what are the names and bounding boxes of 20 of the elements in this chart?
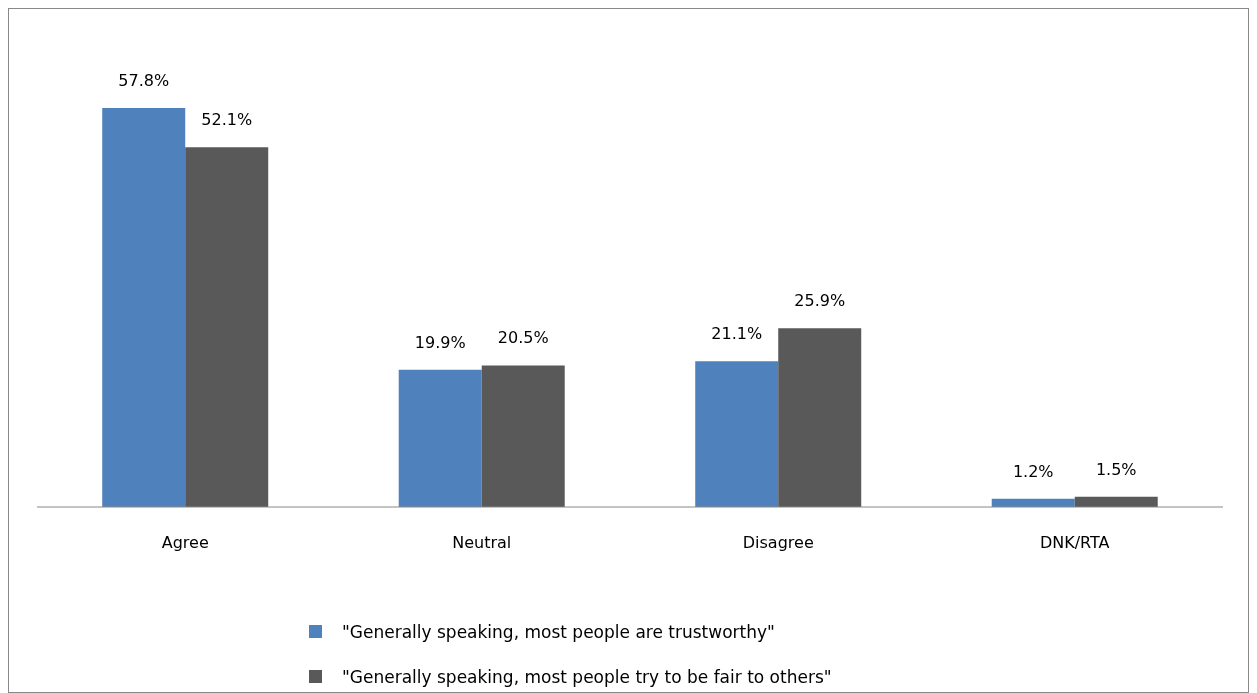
- bar: [778, 328, 862, 507]
- x-tick-label: DNK/RTA: [1039, 533, 1110, 553]
- data-label: 25.9%: [794, 291, 846, 311]
- x-tick-label: Disagree: [742, 533, 814, 553]
- data-label: 52.1%: [201, 110, 253, 130]
- bar: [102, 108, 186, 507]
- x-tick-label: Agree: [161, 533, 209, 553]
- bar: [695, 361, 779, 507]
- data-label: 19.9%: [414, 332, 466, 352]
- bar: [185, 147, 269, 507]
- data-label: 57.8%: [118, 71, 170, 90]
- data-label: 21.1%: [711, 324, 763, 344]
- data-label: 1.5%: [1095, 459, 1137, 479]
- legend-label: "Generally speaking, most people try to be fair to others": [342, 666, 832, 687]
- legend-label: "Generally speaking, most people are trustworthy": [342, 621, 775, 642]
- x-tick-label: Neutral: [452, 533, 512, 553]
- data-label: 1.2%: [1012, 461, 1054, 481]
- bar: [481, 365, 565, 507]
- data-label: 20.5%: [497, 328, 549, 348]
- bar: [398, 369, 482, 507]
